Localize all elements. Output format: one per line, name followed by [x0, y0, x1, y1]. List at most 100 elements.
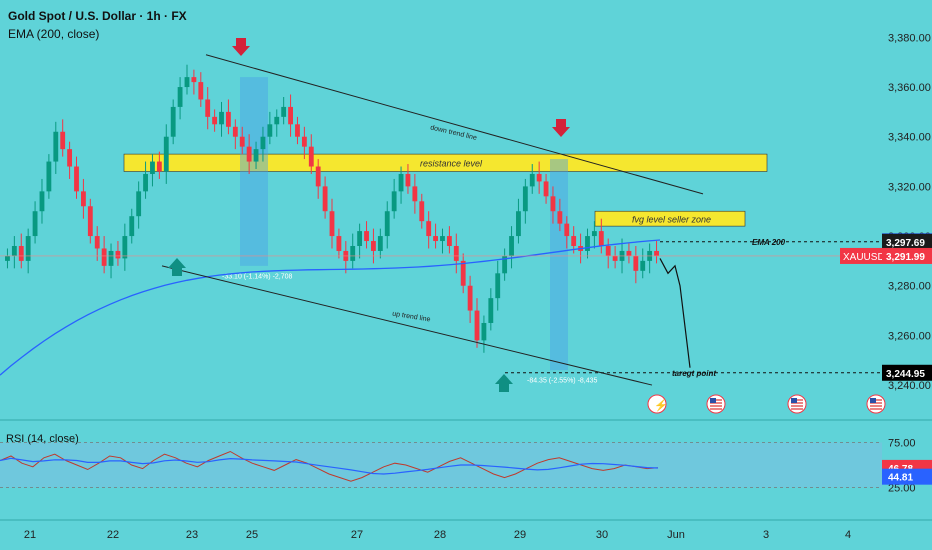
- candle-body: [419, 201, 425, 222]
- candle-body: [308, 146, 314, 167]
- candle-body: [391, 191, 397, 212]
- candle-body: [32, 211, 38, 237]
- candle-body: [156, 161, 162, 172]
- candle-body: [550, 196, 556, 212]
- candle-body: [253, 149, 259, 162]
- candle-body: [488, 298, 494, 323]
- candle-body: [626, 250, 632, 256]
- price-tag: [882, 233, 932, 250]
- x-tick-label: 29: [514, 529, 526, 541]
- range-label-1: -33.10 (-1.14%) -2,708: [222, 273, 293, 280]
- candle-body: [143, 173, 148, 192]
- candle-body: [405, 173, 411, 187]
- x-tick-label: 28: [434, 529, 446, 541]
- candle-body: [212, 116, 218, 125]
- flag-canton: [791, 398, 797, 403]
- price-tag: [882, 247, 932, 264]
- candle-body: [654, 250, 659, 256]
- price-tag-label: 3,297.69: [886, 238, 925, 249]
- candle-body: [585, 236, 590, 251]
- us-flag-icon: [787, 394, 807, 414]
- candle-body: [260, 136, 266, 150]
- price-tag: [882, 364, 932, 381]
- x-tick-label: 30: [596, 529, 608, 541]
- candle-body: [605, 245, 611, 256]
- candle-body: [177, 87, 183, 107]
- candle-body: [384, 211, 390, 237]
- symbol-title: Gold Spot / U.S. Dollar · 1h · FX: [8, 9, 187, 23]
- candle-body: [322, 186, 328, 212]
- symbol-tag-label: XAUUSD: [843, 252, 885, 263]
- candle-body: [87, 206, 93, 237]
- candle-body: [136, 191, 142, 217]
- x-tick-label: 25: [246, 529, 258, 541]
- candle-body: [67, 149, 73, 167]
- x-tick-label: 22: [107, 529, 119, 541]
- sell-arrow-1-icon: [232, 38, 250, 56]
- up-trend-line: [161, 265, 653, 386]
- candle-body: [94, 236, 100, 249]
- candle-body: [198, 82, 204, 100]
- candle-body: [122, 236, 128, 259]
- candle-body: [433, 236, 438, 242]
- rsi-title: RSI (14, close): [6, 433, 79, 445]
- candle-body: [502, 255, 508, 274]
- target-label: taregt point: [672, 369, 716, 378]
- candle-body: [612, 255, 618, 261]
- candle-body: [571, 236, 577, 246]
- candle-body: [232, 126, 238, 137]
- flag-canton: [870, 398, 876, 403]
- candle-body: [150, 161, 155, 174]
- buy-arrow-2-icon: [495, 374, 513, 392]
- y-tick-label: 3,240.00: [888, 380, 931, 392]
- candle-body: [74, 166, 79, 192]
- candle-body: [267, 124, 273, 137]
- range-label-2: -84.35 (-2.55%) -8,435: [527, 378, 598, 385]
- rsi-level-label: 25.00: [888, 483, 916, 495]
- ema200-line: [0, 239, 661, 376]
- candle-body: [598, 231, 604, 246]
- candle-body: [226, 111, 231, 127]
- candle-body: [115, 250, 121, 259]
- up-trend-label: up trend line: [392, 311, 431, 324]
- candle-body: [170, 106, 176, 137]
- candle-body: [564, 223, 570, 237]
- resistance-label: resistance level: [420, 159, 483, 169]
- candle-body: [640, 260, 646, 271]
- candle-body: [108, 250, 114, 266]
- flag-canton: [710, 398, 716, 403]
- candle-body: [516, 211, 521, 237]
- candle-body: [219, 111, 224, 125]
- candle-body: [18, 245, 24, 261]
- range-box-1: [240, 77, 268, 266]
- x-tick-label: 23: [186, 529, 198, 541]
- us-flag-icon: [706, 394, 726, 414]
- candle-body: [495, 273, 501, 299]
- candle-body: [357, 231, 363, 246]
- candle-body: [329, 211, 335, 237]
- candle-body: [474, 310, 480, 341]
- candle-body: [288, 106, 293, 125]
- candle-body: [184, 77, 190, 88]
- rsi-level-label: 75.00: [888, 438, 916, 450]
- candle-body: [205, 99, 211, 117]
- candle-body: [301, 136, 307, 147]
- x-tick-label: 3: [763, 529, 769, 541]
- x-tick-label: 4: [845, 529, 851, 541]
- candle-body: [398, 173, 404, 192]
- rsi-ma-tag: [882, 468, 932, 485]
- candle-body: [53, 131, 59, 162]
- ema-label: EMA 200: [752, 238, 786, 247]
- candle-body: [295, 124, 300, 137]
- symbol-tag: [840, 247, 882, 264]
- candle-body: [246, 146, 252, 162]
- y-tick-label: 3,360.00: [888, 82, 931, 94]
- candle-body: [481, 322, 487, 341]
- candle-body: [467, 285, 473, 311]
- flash-icon: ⚡: [654, 399, 668, 412]
- candle-body: [377, 236, 383, 251]
- candle-body: [274, 116, 280, 125]
- candle-body: [315, 166, 321, 187]
- candle-body: [11, 245, 17, 256]
